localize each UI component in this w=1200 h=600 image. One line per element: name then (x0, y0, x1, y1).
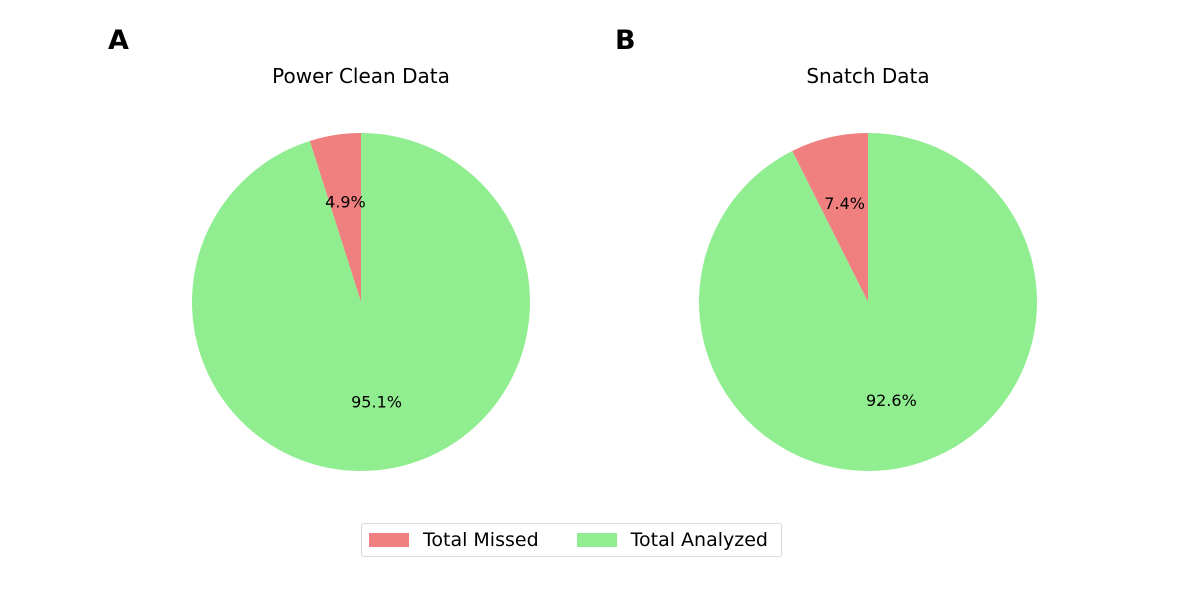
pie-slice-b-missed (792, 133, 868, 302)
pie-labels-a: 4.9% 95.1% (325, 192, 402, 411)
pie-chart-b: B Snatch Data 7.4% 92.6% (615, 25, 1037, 471)
pie-label-b-analyzed: 92.6% (866, 391, 917, 410)
pie-slice-a-analyzed (192, 133, 531, 471)
pie-chart-a: A Power Clean Data 4.9% 95.1% (108, 25, 531, 471)
legend-label-analyzed: Total Analyzed (630, 529, 768, 551)
chart-title-b: Snatch Data (806, 64, 929, 88)
pie-slices-a (192, 133, 531, 471)
pie-label-b-missed: 7.4% (824, 194, 865, 213)
legend-swatch-missed (369, 533, 409, 547)
pie-label-a-analyzed: 95.1% (351, 393, 402, 412)
legend-swatch-analyzed (576, 533, 617, 547)
legend: Total Missed Total Analyzed (361, 523, 782, 557)
pie-label-a-missed: 4.9% (325, 192, 366, 211)
pie-labels-b: 7.4% 92.6% (824, 194, 916, 410)
pie-slice-b-analyzed (699, 133, 1037, 471)
legend-item-analyzed: Total Analyzed (576, 529, 768, 551)
pie-slice-a-missed (309, 133, 361, 302)
panel-letter-a: A (108, 25, 129, 56)
panel-letter-b: B (615, 25, 636, 56)
legend-label-missed: Total Missed (423, 529, 539, 551)
chart-title-a: Power Clean Data (272, 64, 450, 88)
pie-slices-b (699, 133, 1037, 471)
legend-item-missed: Total Missed (369, 529, 539, 551)
